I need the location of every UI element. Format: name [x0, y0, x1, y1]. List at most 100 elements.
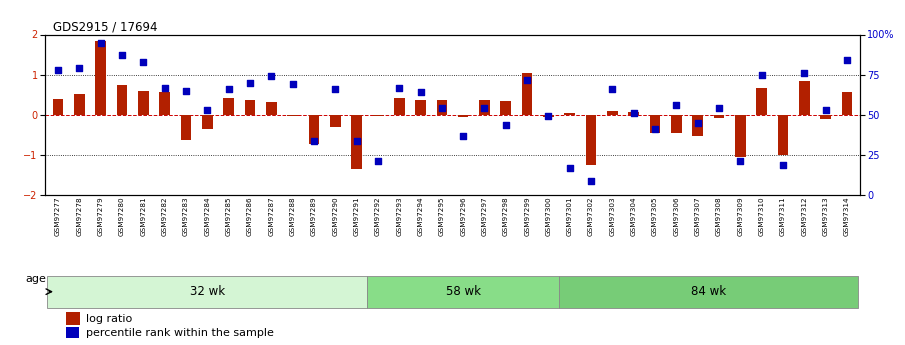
Point: [264, 73, 279, 79]
Text: GSM97301: GSM97301: [567, 197, 573, 236]
Bar: [224, 98, 234, 115]
Bar: [95, 40, 106, 115]
Point: [499, 122, 513, 127]
Text: GDS2915 / 17694: GDS2915 / 17694: [53, 20, 157, 33]
Text: GSM97307: GSM97307: [695, 197, 700, 236]
Point: [519, 77, 534, 82]
Bar: [777, 115, 788, 155]
Text: age: age: [25, 274, 46, 284]
Bar: [500, 101, 511, 115]
Point: [434, 106, 449, 111]
Point: [178, 88, 193, 93]
Text: GSM97305: GSM97305: [653, 197, 658, 236]
Point: [755, 72, 769, 77]
Point: [222, 86, 236, 92]
Point: [72, 66, 87, 71]
Text: GSM97282: GSM97282: [162, 197, 167, 236]
Text: GSM97292: GSM97292: [375, 197, 381, 236]
Text: GSM97280: GSM97280: [119, 197, 125, 236]
Text: GSM97297: GSM97297: [481, 197, 488, 236]
Text: GSM97294: GSM97294: [417, 197, 424, 236]
Point: [563, 165, 577, 171]
Point: [93, 40, 108, 45]
Text: GSM97308: GSM97308: [716, 197, 722, 236]
Text: GSM97312: GSM97312: [801, 197, 807, 236]
Point: [605, 86, 620, 92]
Point: [648, 127, 662, 132]
Point: [776, 162, 790, 167]
Bar: [458, 115, 469, 117]
Bar: [479, 100, 490, 115]
Bar: [47, 276, 367, 308]
Bar: [330, 115, 340, 127]
Text: GSM97296: GSM97296: [460, 197, 466, 236]
Text: GSM97287: GSM97287: [268, 197, 274, 236]
Point: [477, 106, 491, 111]
Text: GSM97310: GSM97310: [758, 197, 765, 236]
Bar: [266, 102, 277, 115]
Bar: [66, 327, 79, 338]
Bar: [436, 100, 447, 115]
Text: GSM97290: GSM97290: [332, 197, 338, 236]
Bar: [367, 276, 559, 308]
Point: [584, 178, 598, 184]
Point: [115, 53, 129, 58]
Bar: [607, 111, 618, 115]
Point: [541, 114, 556, 119]
Bar: [820, 115, 831, 119]
Text: GSM97304: GSM97304: [631, 197, 637, 236]
Text: log ratio: log ratio: [86, 314, 132, 324]
Text: GSM97284: GSM97284: [205, 197, 210, 236]
Bar: [543, 115, 554, 117]
Text: GSM97291: GSM97291: [354, 197, 359, 236]
Bar: [757, 88, 767, 115]
Text: GSM97300: GSM97300: [546, 197, 551, 236]
Text: GSM97277: GSM97277: [55, 197, 61, 236]
Bar: [373, 115, 383, 116]
Point: [797, 70, 812, 76]
Text: GSM97286: GSM97286: [247, 197, 252, 236]
Text: GSM97281: GSM97281: [140, 197, 147, 236]
Text: GSM97293: GSM97293: [396, 197, 402, 236]
Bar: [692, 115, 703, 136]
Point: [371, 159, 386, 164]
Bar: [559, 276, 858, 308]
Text: GSM97303: GSM97303: [609, 197, 615, 236]
Point: [733, 159, 748, 164]
Bar: [181, 115, 191, 140]
Bar: [586, 115, 596, 165]
Bar: [287, 115, 298, 116]
Bar: [351, 115, 362, 169]
Text: GSM97309: GSM97309: [738, 197, 743, 236]
Bar: [671, 115, 681, 133]
Point: [818, 107, 833, 113]
Text: GSM97311: GSM97311: [780, 197, 786, 236]
Text: 32 wk: 32 wk: [190, 285, 224, 298]
Point: [243, 80, 257, 86]
Text: GSM97302: GSM97302: [588, 197, 594, 236]
Point: [157, 85, 172, 90]
Point: [328, 86, 342, 92]
Text: GSM97299: GSM97299: [524, 197, 530, 236]
Bar: [394, 98, 405, 115]
Text: GSM97288: GSM97288: [290, 197, 296, 236]
Bar: [842, 91, 853, 115]
Bar: [117, 85, 128, 115]
Text: GSM97278: GSM97278: [76, 197, 82, 236]
Bar: [799, 81, 810, 115]
Point: [840, 58, 854, 63]
Bar: [74, 94, 85, 115]
Text: GSM97285: GSM97285: [225, 197, 232, 236]
Point: [285, 81, 300, 87]
Text: GSM97279: GSM97279: [98, 197, 104, 236]
Point: [669, 102, 683, 108]
Point: [200, 107, 214, 113]
Text: GSM97295: GSM97295: [439, 197, 445, 236]
Text: GSM97313: GSM97313: [823, 197, 829, 236]
Bar: [138, 91, 148, 115]
Point: [349, 138, 364, 143]
Text: percentile rank within the sample: percentile rank within the sample: [86, 328, 274, 338]
Point: [51, 67, 65, 72]
Point: [691, 120, 705, 126]
Text: 58 wk: 58 wk: [445, 285, 481, 298]
